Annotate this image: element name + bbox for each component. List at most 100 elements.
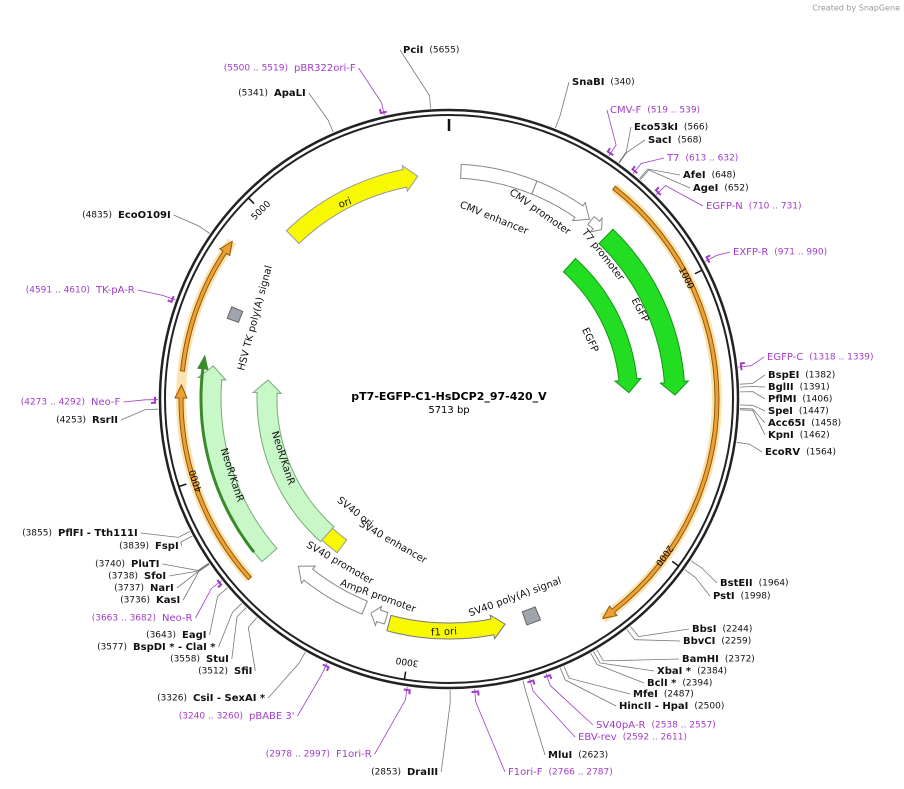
map-label: BstEII (1964)	[690, 560, 789, 589]
leader-line	[162, 562, 209, 571]
map-label: CsiI - SexAI * (3326)	[157, 651, 306, 704]
label-name: EXFP-R	[733, 247, 768, 258]
scale-label: 3000	[395, 654, 419, 668]
egfp-outer	[598, 228, 690, 396]
map-label: PciI (5655)	[399, 45, 459, 109]
label-number: (3736)	[120, 596, 150, 606]
label-name: DraIII	[407, 767, 438, 778]
scale-tick	[403, 671, 407, 680]
label-name: HincII - HpaI	[619, 701, 688, 712]
map-label: PflMI (1406)	[739, 391, 832, 405]
backbone-inner	[164, 114, 734, 684]
leader-line	[606, 109, 617, 157]
label-number: (1998)	[741, 592, 771, 602]
label-number: (568)	[678, 136, 702, 146]
label-number: (1406)	[802, 395, 832, 405]
leader-line	[559, 667, 617, 707]
map-label: EBV-rev (2592 .. 2611)	[529, 678, 687, 743]
leader-line	[626, 629, 681, 642]
leader-line	[655, 185, 704, 207]
map-label: BspDI * - ClaI * (3577)	[97, 603, 243, 653]
scale-tick	[247, 197, 255, 205]
label-name: EcoO109I	[118, 210, 171, 221]
map-label: T7 (613 .. 632)	[632, 153, 738, 174]
map-label: Eco53kI (566)	[618, 122, 708, 163]
label-name: SV40pA-R	[596, 720, 645, 731]
label-name: SfoI	[144, 571, 166, 582]
label-name: BclI *	[647, 678, 677, 689]
map-label: F1ori-F (2766 .. 2787)	[474, 688, 613, 778]
f1-ori	[386, 614, 506, 640]
label-name: EBV-rev	[578, 732, 617, 743]
label-number: (971 .. 990)	[774, 248, 827, 258]
neor-inner	[251, 379, 335, 543]
leader-line	[195, 580, 222, 619]
feature-label: SV40 enhancer	[357, 519, 429, 567]
label-name: StuI	[206, 654, 229, 665]
label-name: BglII	[768, 382, 794, 393]
map-label: EXFP-R (971 .. 990)	[705, 247, 827, 262]
map-label: Acc65I (1458)	[739, 408, 841, 429]
label-number: (2372)	[725, 655, 755, 665]
leader-line	[545, 673, 594, 726]
map-label: CMV-F (519 .. 539)	[606, 105, 700, 157]
label-name: PciI	[403, 45, 423, 56]
primer-mark	[322, 663, 330, 672]
egfp-inner	[562, 257, 643, 394]
credit: Created by SnapGene	[812, 4, 900, 13]
sv40-polya	[521, 606, 542, 626]
leader-line	[705, 251, 731, 262]
leader-line	[739, 408, 766, 424]
map-label: EGFP-N (710 .. 731)	[655, 185, 802, 212]
label-name: BamHI	[682, 654, 719, 665]
leader-line	[231, 607, 247, 660]
label-number: (4253)	[56, 416, 86, 426]
leader-line	[590, 653, 645, 684]
map-label: BclI * (2394)	[590, 653, 712, 689]
leader-line	[639, 169, 691, 189]
label-number: (4835)	[82, 211, 112, 221]
label-number: (2853)	[371, 768, 401, 778]
feature-label: SV40 poly(A) signal	[467, 576, 563, 620]
ori	[285, 164, 419, 245]
leader-line	[399, 49, 431, 109]
backbone-outer	[158, 108, 740, 690]
label-name: AfeI	[683, 170, 706, 181]
leader-line	[529, 678, 576, 738]
primer-mark	[403, 688, 411, 695]
map-label: EcoRV (1564)	[736, 441, 836, 458]
map-label: PstI (1998)	[684, 569, 771, 602]
leader-line	[739, 409, 766, 436]
label-number: (1318 .. 1339)	[809, 353, 873, 363]
feature-label: EGFP	[579, 326, 600, 354]
label-number: (3855)	[22, 529, 52, 539]
label-number: (3740)	[95, 560, 125, 570]
leader-line	[308, 92, 334, 133]
map-label: AgeI (652)	[639, 169, 749, 194]
leader-line	[267, 651, 306, 699]
primer-mark	[378, 108, 387, 115]
label-number: (2394)	[682, 679, 712, 689]
label-number: (3558)	[170, 655, 200, 665]
label-name: pBABE 3'	[249, 711, 295, 722]
neor-line	[197, 354, 256, 553]
label-number: (4591 .. 4610)	[26, 286, 90, 296]
primer-mark	[543, 673, 553, 680]
sv40-promoter	[297, 565, 368, 615]
label-number: (519 .. 539)	[647, 106, 700, 116]
label-name: PflMI	[768, 394, 796, 405]
label-number: (2244)	[722, 625, 752, 635]
label-number: (648)	[712, 171, 736, 181]
leader-line	[684, 569, 711, 597]
label-number: (2259)	[721, 637, 751, 647]
primer-mark	[167, 295, 175, 304]
map-length: 5713 bp	[428, 405, 469, 416]
primer-mark	[150, 396, 156, 404]
leader-line	[638, 168, 681, 180]
leader-line	[563, 666, 631, 695]
leader-line	[618, 126, 632, 163]
label-number: (3577)	[97, 643, 127, 653]
label-number: (1447)	[799, 407, 829, 417]
orange-arc	[601, 185, 720, 620]
